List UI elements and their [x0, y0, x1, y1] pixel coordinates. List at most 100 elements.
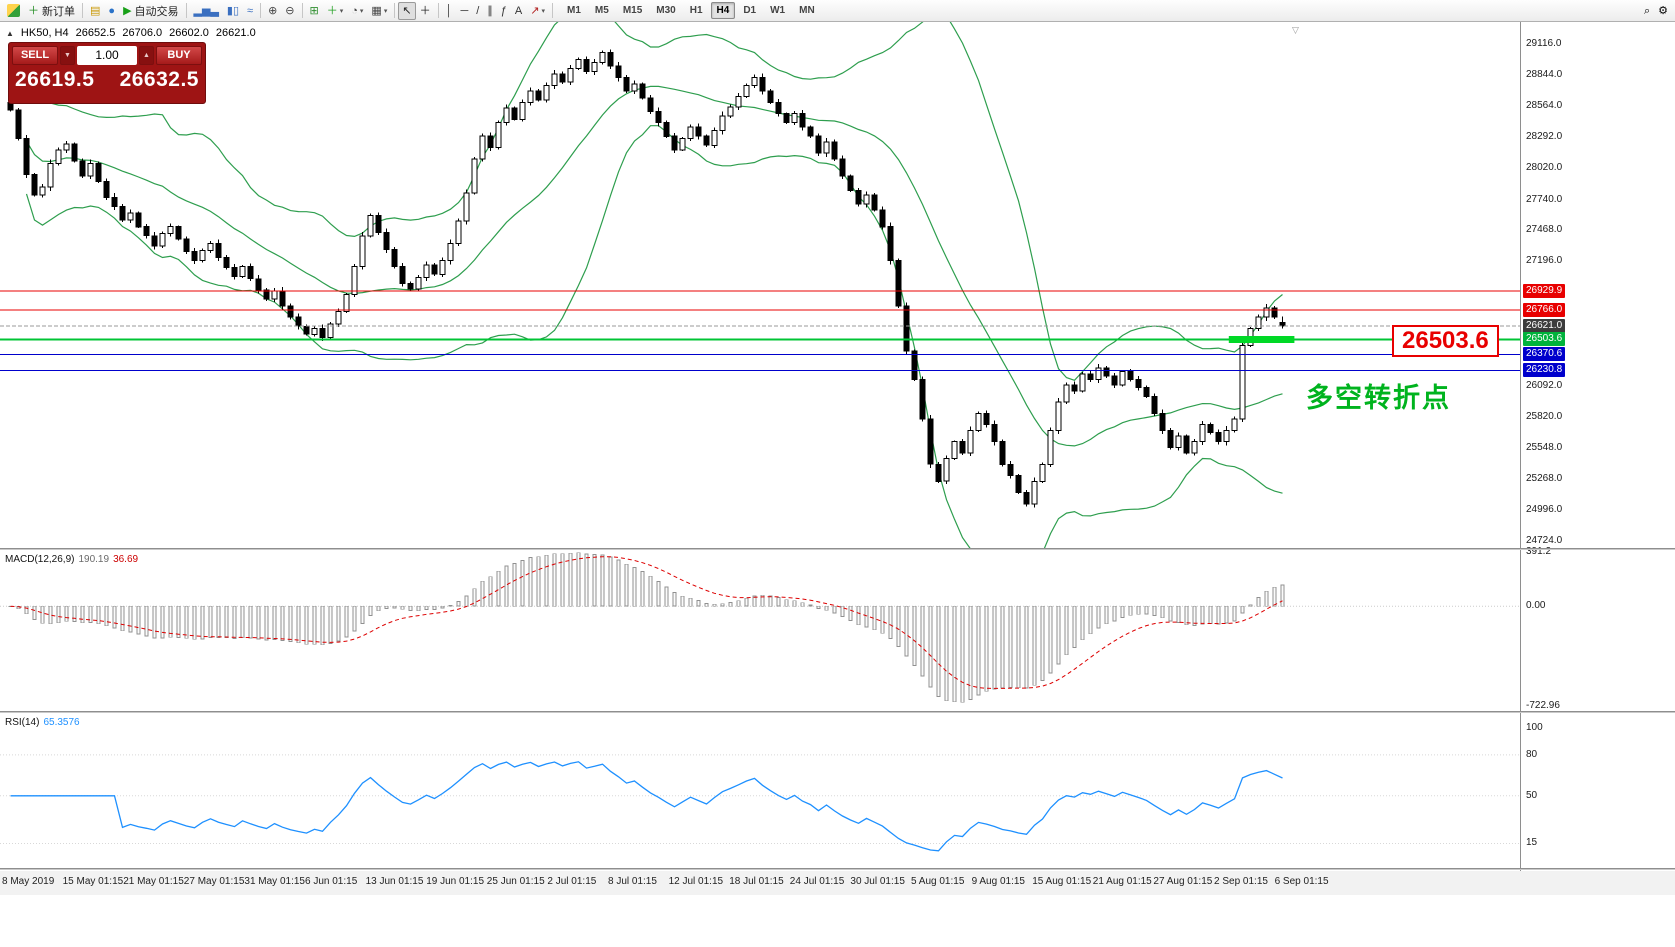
search-icon-glyph: ⌕	[1643, 4, 1651, 17]
trendline-button[interactable]: /	[472, 2, 483, 20]
time-axis-label: 27 Aug 01:15	[1153, 876, 1213, 887]
settings-icon[interactable]: ⚙	[1654, 2, 1672, 20]
zoom-out-icon[interactable]: ⊖	[281, 2, 298, 20]
key-level-price-label[interactable]: 26503.6	[1392, 325, 1499, 357]
collapse-trade-panel-icon[interactable]: ▲	[6, 28, 14, 38]
chart-shift-marker[interactable]: ▽	[1292, 25, 1299, 35]
cursor-button[interactable]: ↖	[398, 1, 416, 20]
time-axis-label: 8 May 2019	[2, 876, 55, 887]
volume-input[interactable]: 1.00	[77, 46, 137, 65]
horizontal-line-button-glyph: ─	[460, 4, 469, 17]
ohlc-low: 26602.0	[169, 27, 209, 39]
candlestick-chart-icon-glyph: ▮▯	[226, 4, 240, 17]
timeframe-m30[interactable]: M30	[656, 5, 676, 16]
autotrading-button-label: 自动交易	[134, 5, 179, 18]
autotrading-button[interactable]: ▶ 自动交易	[119, 2, 182, 20]
bar-chart-icon[interactable]: ▂▅▃	[190, 2, 223, 20]
new-order-button[interactable]: ＋新订单	[24, 2, 79, 20]
symbol-info: ▲ HK50, H4 26652.5 26706.0 26602.0 26621…	[6, 27, 256, 39]
toolbar-separator	[394, 3, 396, 18]
candles	[7, 49, 1286, 508]
ohlc-high: 26706.0	[122, 27, 163, 39]
toolbar-separator	[82, 3, 83, 18]
symbol-name: HK50, H4	[20, 27, 69, 39]
toolbar-separator	[260, 3, 262, 18]
buy-button[interactable]: BUY	[156, 46, 202, 65]
metaeditor-icon[interactable]: ▤	[86, 2, 104, 20]
one-click-trading-panel: SELL ▼ 1.00 ▲ BUY 26619.5 26632.5	[8, 42, 206, 104]
rsi-panel-canvas[interactable]	[0, 714, 1520, 868]
macd-panel-canvas[interactable]	[0, 551, 1520, 711]
panel-splitter-rsi[interactable]	[0, 711, 1675, 713]
new-order-button-label: 新订单	[42, 5, 75, 18]
key-level-highlight[interactable]	[1228, 336, 1295, 343]
price-tag: 26370.6	[1523, 347, 1566, 362]
periods-button[interactable]: ◔ ▾	[347, 2, 367, 20]
arrows-button[interactable]: ↗ ▾	[526, 2, 549, 20]
timeframe-mn[interactable]: MN	[799, 5, 815, 16]
timeframe-m15[interactable]: M15	[622, 5, 643, 16]
turning-point-annotation[interactable]: 多空转折点	[1306, 383, 1451, 413]
price-axis[interactable]: 29116.0 28844.0 28564.0 28292.0 28020.0 27740…	[1520, 22, 1675, 871]
templates-button-caret[interactable]: ▾	[383, 7, 388, 15]
time-axis-label: 30 Jul 01:15	[850, 876, 905, 887]
bar-chart-icon-glyph: ▂▅▃	[193, 4, 219, 17]
time-axis[interactable]: 8 May 2019 15 May 01:15 21 May 01:15 27 May…	[0, 871, 1675, 895]
text-button-glyph: A	[514, 4, 523, 17]
community-icon[interactable]: ●	[104, 2, 119, 20]
indicators-button-caret[interactable]: ▾	[339, 7, 344, 15]
timeframe-d1[interactable]: D1	[743, 5, 757, 16]
channel-button-glyph: ∥	[487, 4, 493, 17]
main-chart-canvas[interactable]	[0, 22, 1520, 548]
price-axis-label: 24996.0	[1526, 503, 1563, 515]
horizontal-line-button[interactable]: ─	[456, 2, 472, 20]
bollinger-upper-band	[26, 22, 1283, 381]
templates-button[interactable]: ▦ ▾	[367, 2, 391, 20]
price-tag: 26929.9	[1523, 284, 1566, 299]
rsi-axis-label: 50	[1526, 789, 1538, 801]
macd-signal-value: 36.69	[113, 554, 139, 565]
volume-increase-button[interactable]: ▲	[139, 46, 154, 65]
timeframe-w1[interactable]: W1	[770, 5, 786, 16]
macd-signal-line	[10, 556, 1283, 689]
search-icon[interactable]: ⌕	[1640, 2, 1654, 20]
periods-button-caret[interactable]: ▾	[359, 7, 364, 15]
price-axis-label: 25820.0	[1526, 410, 1563, 422]
toolbar-separator	[437, 3, 439, 18]
channel-button[interactable]: ∥	[483, 2, 497, 20]
price-axis-label: 27740.0	[1526, 193, 1563, 205]
sell-price[interactable]: 26619.5	[15, 68, 95, 91]
price-tag: 26621.0	[1523, 319, 1566, 334]
price-tag: 26503.6	[1523, 332, 1566, 347]
templates-button-glyph: ▦	[371, 4, 382, 17]
sell-button[interactable]: SELL	[12, 46, 58, 65]
indicators-button[interactable]: ＋ ▾	[323, 2, 348, 20]
volume-decrease-button[interactable]: ▼	[60, 46, 75, 65]
community-icon-glyph: ●	[108, 4, 116, 17]
buy-price[interactable]: 26632.5	[119, 68, 199, 91]
arrows-button-caret[interactable]: ▾	[541, 7, 545, 15]
tile-windows-icon[interactable]: ⊞	[306, 2, 323, 20]
trade-panel-prices: 26619.5 26632.5	[12, 65, 202, 92]
price-axis-label: 28844.0	[1526, 68, 1563, 80]
macd-main-value: 190.19	[78, 554, 110, 565]
panel-splitter-macd[interactable]	[0, 548, 1675, 550]
timeframe-h4[interactable]: H4	[710, 2, 736, 19]
fibonacci-button[interactable]: ƒ	[497, 2, 511, 20]
vertical-line-button[interactable]: │	[442, 2, 457, 20]
line-chart-icon[interactable]: ≈	[243, 2, 257, 20]
app-icon	[7, 4, 20, 17]
timeframe-h1[interactable]: H1	[689, 5, 703, 16]
macd-name: MACD(12,26,9)	[5, 554, 75, 565]
rsi-axis-label: 80	[1526, 748, 1538, 760]
time-axis-label: 6 Sep 01:15	[1274, 876, 1329, 887]
text-button[interactable]: A	[511, 2, 526, 20]
candlestick-chart-icon[interactable]: ▮▯	[223, 2, 243, 20]
zoom-in-icon[interactable]: ⊕	[264, 2, 281, 20]
bollinger-middle-band	[25, 85, 1283, 447]
price-axis-label: 25268.0	[1526, 473, 1563, 485]
timeframe-m1[interactable]: M1	[567, 5, 581, 16]
crosshair-button[interactable]: ＋	[416, 2, 435, 20]
arrows-button-glyph: ↗	[530, 4, 540, 17]
timeframe-m5[interactable]: M5	[594, 5, 609, 16]
